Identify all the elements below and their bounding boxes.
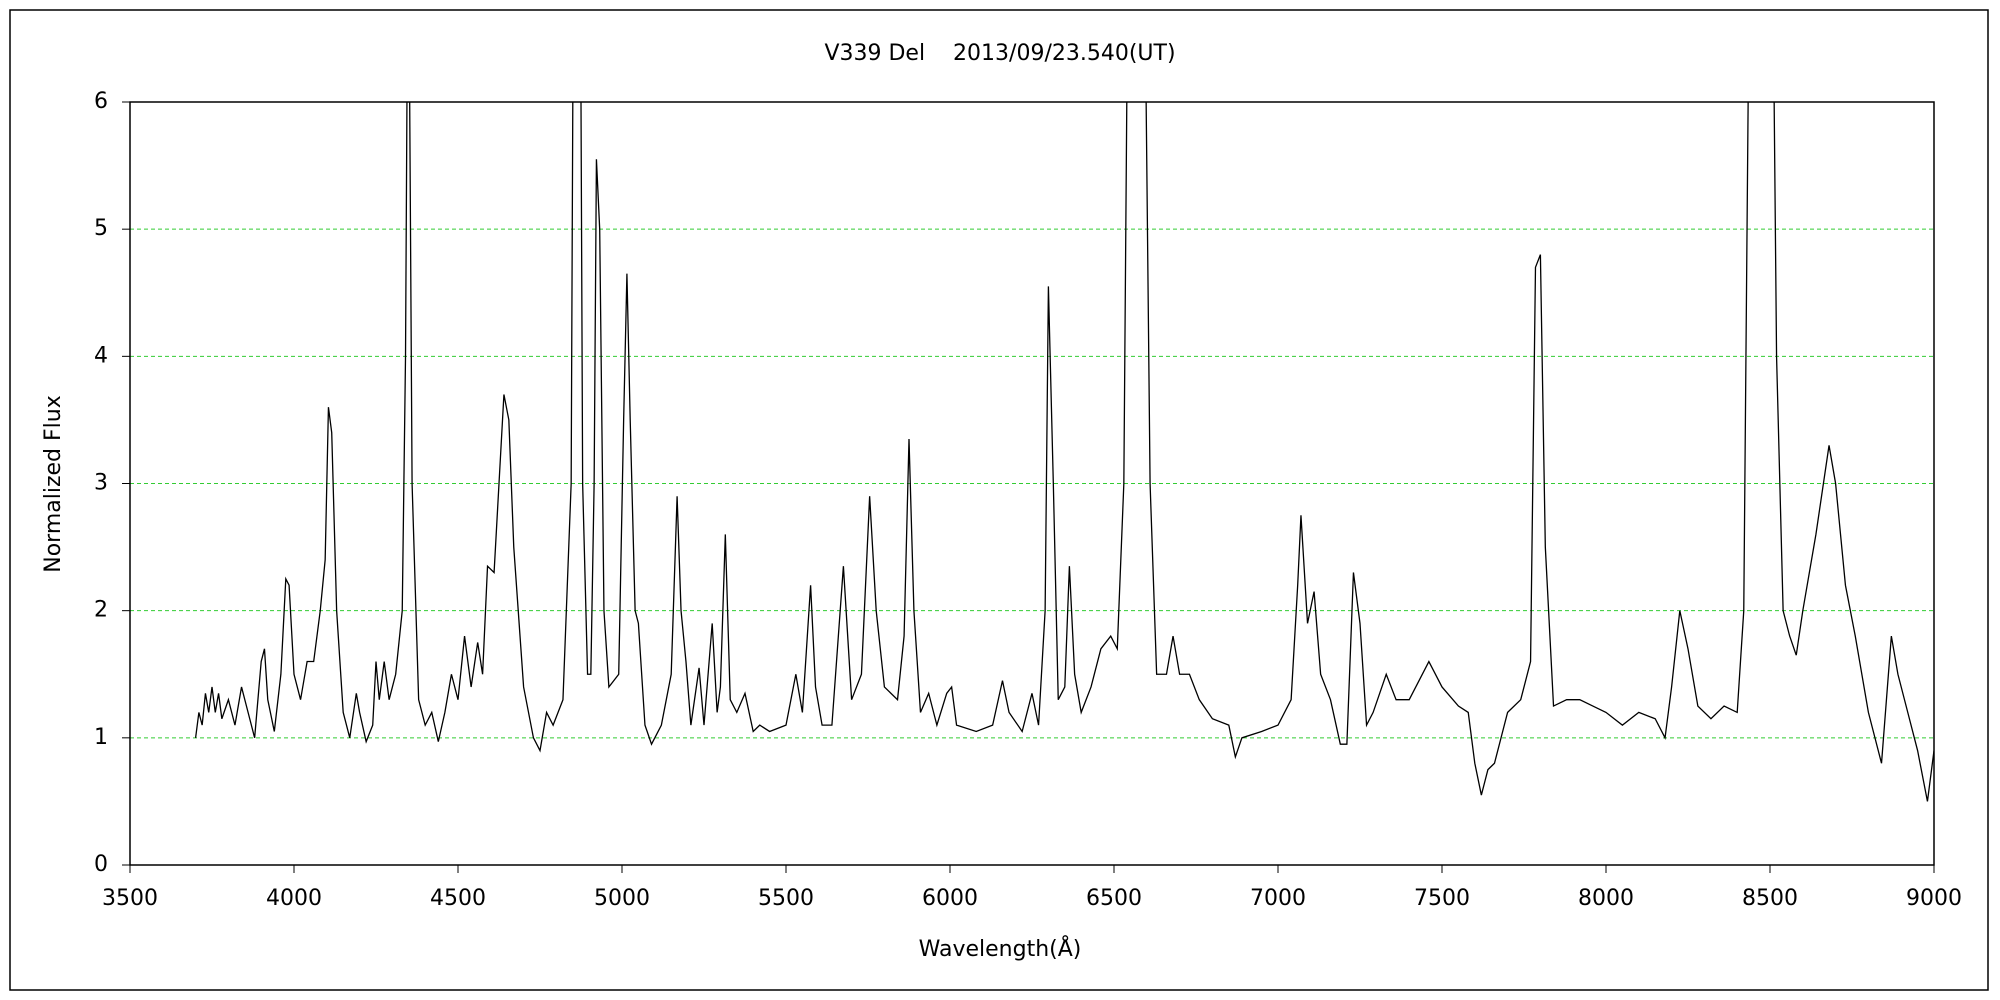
x-tick-label: 4500 xyxy=(430,886,486,911)
plot-area xyxy=(129,101,1935,866)
y-tick-label: 3 xyxy=(94,471,108,496)
y-tick-label: 1 xyxy=(94,725,108,750)
x-tick-label: 4000 xyxy=(266,886,322,911)
y-axis-label: Normalized Flux xyxy=(41,395,66,572)
y-tick-label: 2 xyxy=(94,598,108,623)
y-tick-label: 6 xyxy=(94,89,108,114)
y-tick-label: 0 xyxy=(94,852,108,877)
x-tick-label: 8000 xyxy=(1578,886,1634,911)
spectrum-line xyxy=(194,102,1934,802)
y-tick-label: 4 xyxy=(94,343,108,368)
x-tick-label: 3500 xyxy=(102,886,158,911)
x-axis-label: Wavelength(Å) xyxy=(919,935,1082,962)
x-tick-label: 7500 xyxy=(1414,886,1470,911)
frame xyxy=(9,9,1989,991)
chart-title: V339 Del 2013/09/23.540(UT) xyxy=(824,41,1175,66)
x-tick-label: 7000 xyxy=(1250,886,1306,911)
x-tick-label: 5000 xyxy=(594,886,650,911)
x-tick-label: 9000 xyxy=(1906,886,1962,911)
x-tick-label: 6000 xyxy=(922,886,978,911)
x-tick-label: 5500 xyxy=(758,886,814,911)
x-tick-label: 6500 xyxy=(1086,886,1142,911)
x-tick-label: 8500 xyxy=(1742,886,1798,911)
y-tick-label: 5 xyxy=(94,216,108,241)
